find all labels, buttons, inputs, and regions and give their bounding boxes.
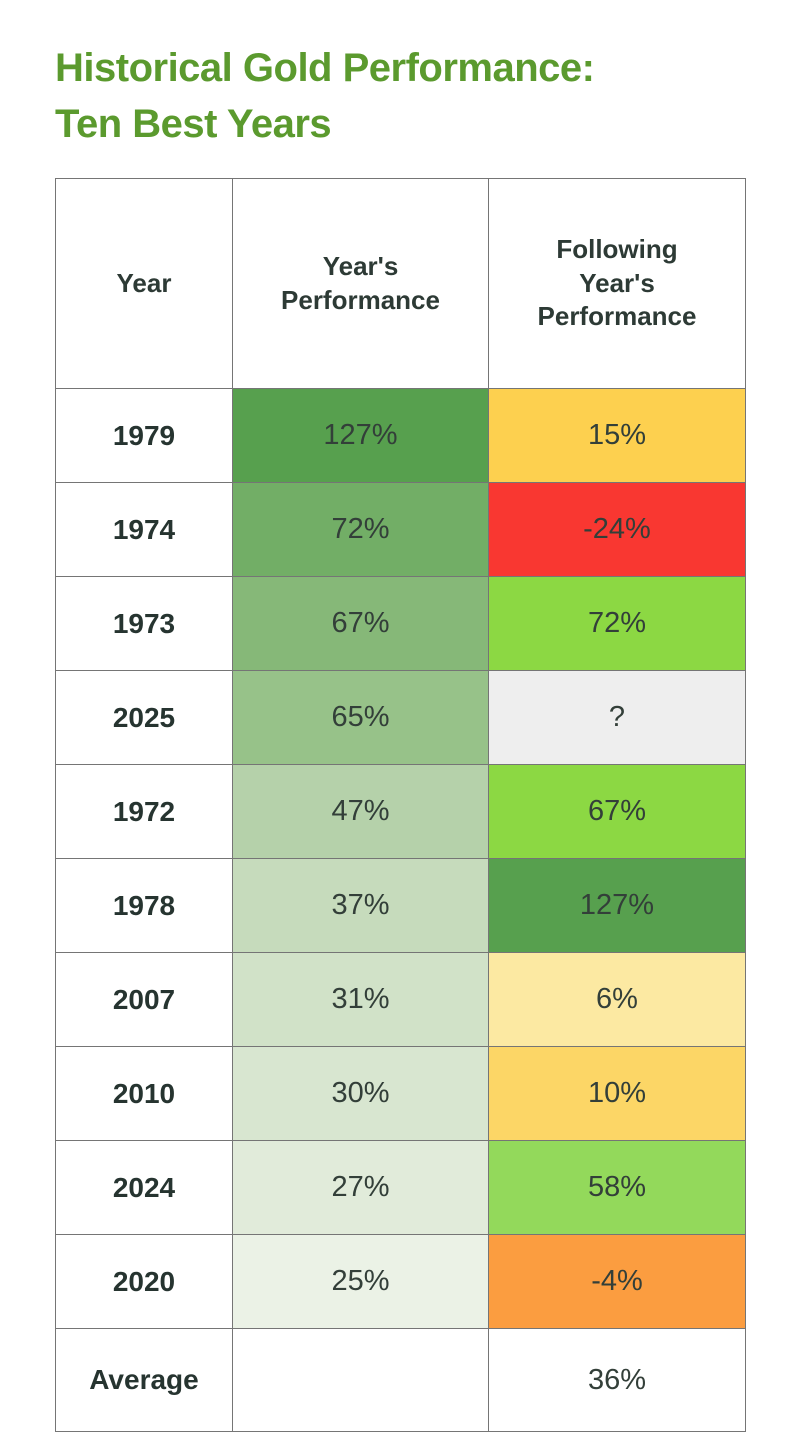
header-year: Year xyxy=(55,178,233,389)
next-cell: 72% xyxy=(488,576,746,671)
next-cell: 15% xyxy=(488,388,746,483)
year-cell: 1979 xyxy=(55,388,233,483)
perf-cell: 127% xyxy=(232,388,489,483)
perf-cell: 31% xyxy=(232,952,489,1047)
average-label-cell: Average xyxy=(55,1328,233,1432)
year-cell: 1974 xyxy=(55,482,233,577)
header-years-performance: Year's Performance xyxy=(232,178,489,389)
table-row: 1974 72% -24% xyxy=(55,482,746,577)
perf-cell: 27% xyxy=(232,1140,489,1235)
header-following-years-performance: Following Year's Performance xyxy=(488,178,746,389)
year-cell: 1973 xyxy=(55,576,233,671)
next-cell: 67% xyxy=(488,764,746,859)
table-row: 1979 127% 15% xyxy=(55,388,746,483)
next-cell: ? xyxy=(488,670,746,765)
year-cell: 2024 xyxy=(55,1140,233,1235)
year-cell: 2007 xyxy=(55,952,233,1047)
table-row: 2010 30% 10% xyxy=(55,1046,746,1141)
year-cell: 1978 xyxy=(55,858,233,953)
perf-cell: 30% xyxy=(232,1046,489,1141)
table-row: 1972 47% 67% xyxy=(55,764,746,859)
year-cell: 1972 xyxy=(55,764,233,859)
average-row: Average 36% xyxy=(55,1328,746,1432)
year-cell: 2025 xyxy=(55,670,233,765)
gold-performance-table: Year Year's Performance Following Year's… xyxy=(55,178,746,1432)
table-row: 2025 65% ? xyxy=(55,670,746,765)
perf-cell: 65% xyxy=(232,670,489,765)
table-row: 2020 25% -4% xyxy=(55,1234,746,1329)
table-row: 1973 67% 72% xyxy=(55,576,746,671)
perf-cell: 72% xyxy=(232,482,489,577)
next-cell: 127% xyxy=(488,858,746,953)
perf-cell: 25% xyxy=(232,1234,489,1329)
average-value-cell: 36% xyxy=(488,1328,746,1432)
next-cell: 6% xyxy=(488,952,746,1047)
next-cell: -4% xyxy=(488,1234,746,1329)
year-cell: 2020 xyxy=(55,1234,233,1329)
next-cell: 58% xyxy=(488,1140,746,1235)
next-cell: -24% xyxy=(488,482,746,577)
next-cell: 10% xyxy=(488,1046,746,1141)
table-header-row: Year Year's Performance Following Year's… xyxy=(55,178,746,389)
table-row: 2007 31% 6% xyxy=(55,952,746,1047)
year-cell: 2010 xyxy=(55,1046,233,1141)
page-title: Historical Gold Performance: Ten Best Ye… xyxy=(55,40,755,152)
table-row: 2024 27% 58% xyxy=(55,1140,746,1235)
perf-cell: 37% xyxy=(232,858,489,953)
page-title-line1: Historical Gold Performance: xyxy=(55,46,595,90)
page-title-line2: Ten Best Years xyxy=(55,102,332,146)
table-row: 1978 37% 127% xyxy=(55,858,746,953)
perf-cell: 47% xyxy=(232,764,489,859)
perf-cell: 67% xyxy=(232,576,489,671)
average-blank-cell xyxy=(232,1328,489,1432)
